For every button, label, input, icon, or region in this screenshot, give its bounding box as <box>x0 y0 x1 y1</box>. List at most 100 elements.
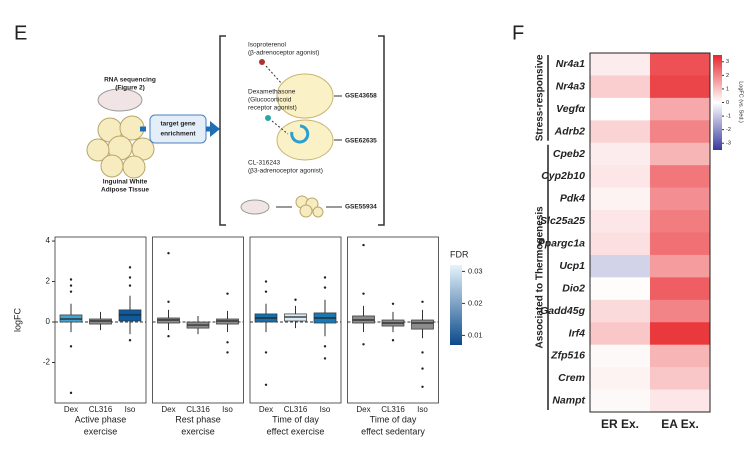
x-tick-label: Iso <box>222 405 233 414</box>
x-tick-label: Dex <box>161 405 175 414</box>
x-tick-label: Dex <box>356 405 370 414</box>
dataset-label: GSE55934 <box>345 204 377 211</box>
outlier <box>226 341 229 344</box>
receptor <box>290 124 310 144</box>
heatmap-frame <box>589 52 711 413</box>
outlier <box>323 357 327 360</box>
heat-cell <box>650 232 710 256</box>
outlier <box>421 351 424 354</box>
outlier <box>167 251 170 255</box>
cell-icon <box>276 73 334 119</box>
drug-icon <box>259 59 265 65</box>
x-tick-label: Iso <box>125 405 136 414</box>
diagram-text: (β3-adrenoceptor agonist) <box>248 168 323 175</box>
diagram-text: receptor agonist) <box>248 105 297 112</box>
heat-cell <box>590 53 650 76</box>
row-label: Irf4 <box>569 327 586 339</box>
colorbar <box>713 55 722 150</box>
outlier <box>167 334 170 338</box>
drug-icon <box>265 115 271 121</box>
outlier <box>128 284 132 287</box>
outlier <box>128 276 132 279</box>
panel-label: E <box>14 22 27 44</box>
outlier <box>391 302 395 306</box>
legend-tick-label: 0.02 <box>468 298 483 307</box>
diagram-text: CL-316243 <box>248 160 281 167</box>
group-label: Associated to Thermogenesis <box>535 206 546 349</box>
outlier <box>69 278 73 281</box>
heat-cell <box>650 344 710 368</box>
row-label: Vegfα <box>556 103 585 115</box>
box <box>411 319 434 330</box>
row-label: Adrb2 <box>554 125 585 137</box>
outlier <box>362 243 365 247</box>
heat-cell <box>650 299 710 323</box>
diagram-text: RNA sequencing <box>104 77 156 84</box>
outlier <box>226 292 229 295</box>
row-label: Ucp1 <box>559 260 585 272</box>
outlier <box>128 266 132 269</box>
diagram: RNA sequencing (Figure 2) Inguinal White… <box>86 35 385 226</box>
facet-title: Active phase <box>75 414 127 424</box>
diagram-text: enrichment <box>160 131 196 138</box>
heat-cell <box>650 187 710 211</box>
outlier <box>264 351 268 354</box>
facet-title: Time of day <box>370 414 417 424</box>
outlier <box>264 383 268 386</box>
facet-title: Time of day <box>272 414 319 424</box>
diagram-text: Dexamethasone <box>248 89 296 96</box>
outlier <box>323 286 327 289</box>
dataset-label: GSE43658 <box>345 93 377 100</box>
row-label: Nr4a3 <box>556 80 585 92</box>
heat-cell <box>590 277 650 301</box>
legend-tick-label: -3 <box>726 141 731 147</box>
row-label: Pdk4 <box>560 193 585 205</box>
x-tick-label: CL316 <box>186 405 210 414</box>
heat-cell <box>650 210 710 233</box>
row-label: Ppargc1a <box>538 238 585 250</box>
outlier <box>226 351 229 354</box>
x-tick-label: Iso <box>320 405 331 414</box>
heat-cell <box>590 322 650 345</box>
y-tick-label: 2 <box>46 277 51 286</box>
heat-cell <box>590 97 650 121</box>
facet-title: Rest phase <box>175 414 221 424</box>
y-axis-label: logFC <box>12 308 22 333</box>
heat-cell <box>650 367 710 390</box>
mouse-icon <box>240 199 270 215</box>
y-tick-label: 0 <box>46 317 51 326</box>
colorbar <box>450 265 462 345</box>
diagram-text: Inguinal White <box>103 179 148 186</box>
arrow <box>210 121 220 137</box>
x-tick-label: CL316 <box>89 405 113 414</box>
heat-cell <box>590 389 650 413</box>
heat-cell <box>590 232 650 256</box>
outlier <box>264 280 268 283</box>
heat-cell <box>650 120 710 144</box>
legend-tick-label: 3 <box>726 59 729 65</box>
outlier <box>421 300 424 303</box>
facet-title: effect exercise <box>267 426 325 436</box>
legend-title: LogFC (vs. Sed.) <box>738 81 744 123</box>
legend-tick-label: 0.01 <box>468 330 483 339</box>
diagram-text: (β-adrenoceptor agonist) <box>248 50 319 57</box>
outlier <box>362 343 365 346</box>
row-label: Nampt <box>552 395 585 407</box>
heat-cell <box>650 277 710 301</box>
heat-cell <box>590 299 650 323</box>
legend-tick-label: 2 <box>726 73 729 79</box>
dataset-label: GSE62635 <box>345 138 377 145</box>
mouse-icon <box>97 88 143 112</box>
diagram-text: Adipose Tissue <box>101 187 149 194</box>
arrow <box>276 95 342 208</box>
heat-cell <box>650 254 710 278</box>
legend-tick-label: 0 <box>726 100 729 106</box>
x-tick-label: Iso <box>417 405 428 414</box>
outlier <box>69 345 73 348</box>
x-tick-label: Dex <box>259 405 273 414</box>
heat-cell <box>590 120 650 144</box>
y-tick-label: 4 <box>46 236 51 245</box>
x-tick-label: CL316 <box>381 405 405 414</box>
outlier <box>167 300 170 303</box>
